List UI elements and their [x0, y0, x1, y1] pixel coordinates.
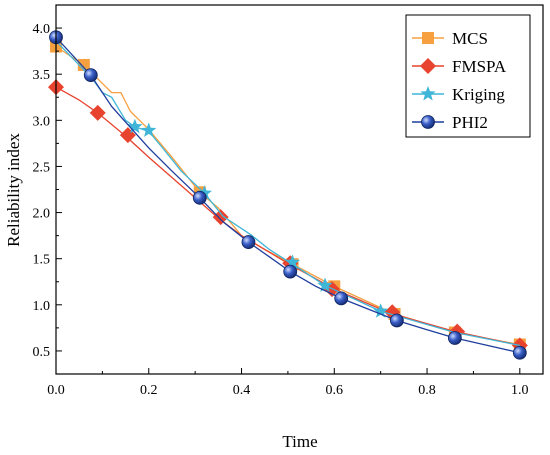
x-tick-label: 0.4 [233, 383, 251, 398]
legend: MCS FMSPA Kriging PHI2 [405, 14, 531, 138]
data-point-kriging [317, 277, 333, 292]
y-tick-label: 2.0 [33, 207, 51, 222]
legend-marker-mcs [422, 32, 434, 44]
y-tick-label: 1.0 [33, 299, 51, 314]
data-point-kriging [141, 122, 157, 137]
x-tick-label: 0.2 [140, 383, 158, 398]
data-point-fmspa [212, 209, 229, 226]
legend-marker-phi2 [421, 115, 435, 129]
tick-layer: 0.0 0.2 0.4 0.6 0.8 1.0 0.5 1.0 1.5 2.0 2.5 3.0 3.5 4… [33, 22, 529, 398]
y-tick-label: 1.5 [33, 253, 51, 268]
data-point-kriging [373, 303, 389, 318]
data-point-phi2 [192, 190, 207, 205]
y-axis-title: Reliability index [4, 133, 23, 247]
legend-label-mcs: MCS [452, 29, 488, 48]
y-tick-label: 3.5 [33, 68, 51, 83]
data-point-fmspa [89, 104, 106, 121]
x-tick-label: 0.6 [326, 383, 344, 398]
legend-label-phi2: PHI2 [452, 113, 488, 132]
legend-marker-kriging [420, 86, 436, 101]
x-tick-label: 1.0 [511, 383, 529, 398]
y-tick-label: 3.0 [33, 114, 51, 129]
legend-label-fmspa: FMSPA [452, 57, 507, 76]
data-point-phi2 [283, 264, 298, 279]
data-point-phi2 [389, 313, 404, 328]
legend-label-kriging: Kriging [452, 85, 505, 104]
data-point-phi2 [83, 68, 98, 83]
x-tick-label: 0.8 [418, 383, 436, 398]
legend-marker-fmspa [420, 58, 436, 74]
data-point-phi2 [334, 291, 349, 306]
data-point-phi2 [241, 235, 256, 249]
y-tick-label: 0.5 [33, 345, 51, 360]
data-point-fmspa [119, 127, 136, 144]
data-point-phi2 [512, 345, 527, 360]
series-line-phi2 [55, 36, 520, 354]
x-axis-title: Time [282, 432, 317, 451]
data-point-kriging [127, 118, 143, 134]
data-point-kriging [196, 185, 213, 200]
data-point-phi2 [447, 331, 462, 345]
data-point-mcs [77, 58, 90, 71]
x-tick-label: 0.0 [47, 383, 65, 398]
series-layer [48, 30, 528, 360]
data-point-kriging [284, 254, 301, 269]
y-tick-label: 4.0 [33, 22, 51, 37]
y-tick-label: 2.5 [33, 160, 51, 175]
